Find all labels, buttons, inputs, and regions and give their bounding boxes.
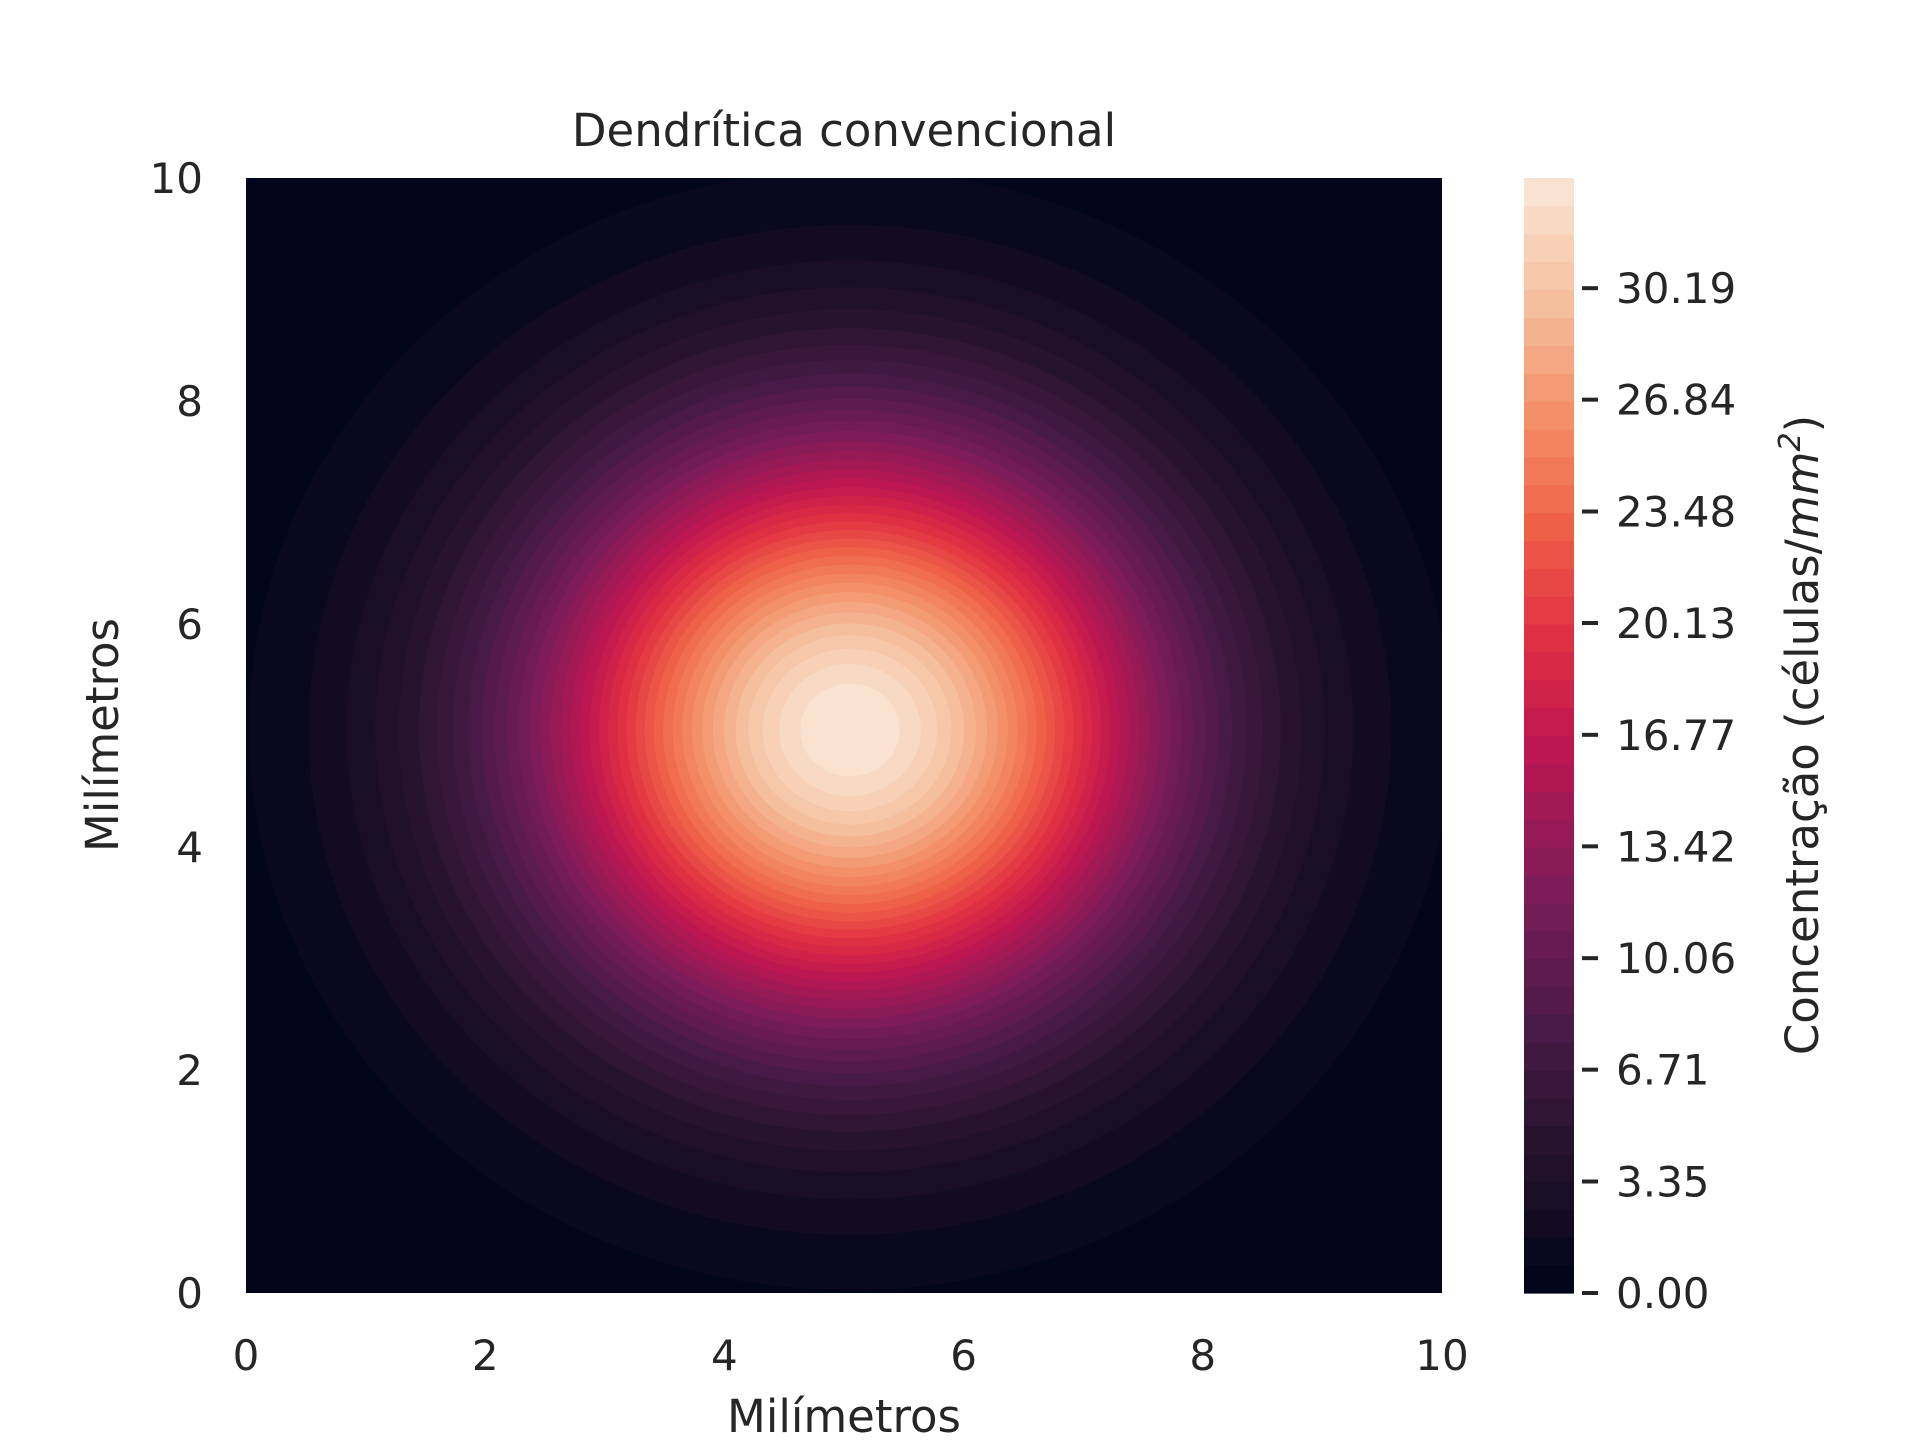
colorbar-band (1524, 1014, 1574, 1043)
y-tick-label: 6 (176, 600, 203, 649)
colorbar-band (1524, 345, 1574, 374)
colorbar-band (1524, 958, 1574, 987)
x-tick-label: 4 (711, 1331, 738, 1380)
colorbar-band (1524, 930, 1574, 960)
plot-area (246, 178, 1442, 1293)
colorbar-tick-label: 30.19 (1616, 264, 1736, 313)
colorbar-band (1524, 178, 1574, 207)
colorbar-band (1524, 428, 1574, 458)
colorbar-band (1524, 707, 1574, 737)
colorbar-band (1524, 456, 1574, 486)
colorbar-band (1524, 1181, 1574, 1210)
colorbar-band (1524, 1097, 1574, 1127)
x-tick-label: 8 (1189, 1331, 1216, 1380)
colorbar-band (1524, 373, 1574, 402)
colorbar-band (1524, 1209, 1574, 1238)
y-tick-label: 2 (176, 1046, 203, 1095)
colorbar-band (1524, 568, 1574, 597)
y-axis-ticks: 0 2 4 6 8 10 (150, 154, 203, 1318)
colorbar-band (1524, 819, 1574, 848)
colorbar-band (1524, 205, 1574, 235)
x-tick-label: 10 (1415, 1331, 1468, 1380)
colorbar-tick-label: 3.35 (1616, 1158, 1710, 1207)
colorbar-band (1524, 679, 1574, 709)
colorbar-band (1524, 401, 1574, 430)
colorbar-tick-label: 20.13 (1616, 599, 1736, 648)
colorbar-band (1524, 512, 1574, 541)
colorbar-band (1524, 651, 1574, 681)
colorbar-band (1524, 624, 1574, 653)
colorbar-ticks: 0.00 3.35 6.71 10.06 13.42 16.77 20.13 23.48 26.… (1582, 264, 1736, 1318)
colorbar-band (1524, 874, 1574, 904)
contour-bands (249, 178, 1442, 1291)
colorbar-tick-label: 23.48 (1616, 488, 1736, 537)
colorbar-tick-label: 13.42 (1616, 822, 1736, 871)
colorbar-band (1524, 847, 1574, 876)
colorbar-band (1524, 1153, 1574, 1183)
colorbar-band (1524, 1265, 1574, 1294)
colorbar-label-suffix: ) (1776, 415, 1829, 433)
colorbar-band (1524, 1125, 1574, 1155)
colorbar-band (1524, 484, 1574, 514)
colorbar-tick-label: 10.06 (1616, 934, 1736, 983)
colorbar-band (1524, 1070, 1574, 1099)
colorbar-tick-label: 16.77 (1616, 711, 1736, 760)
colorbar-band (1524, 763, 1574, 792)
colorbar-band (1524, 986, 1574, 1015)
colorbar-tick-label: 0.00 (1616, 1269, 1710, 1318)
colorbar-label-prefix: Concentração (células/ (1776, 538, 1829, 1055)
contour-band (800, 683, 900, 777)
colorbar-band (1524, 1042, 1574, 1071)
colorbar-tick-label: 26.84 (1616, 376, 1736, 425)
colorbar-band (1524, 289, 1574, 318)
y-tick-label: 0 (176, 1269, 203, 1318)
y-tick-label: 4 (176, 823, 203, 872)
x-tick-label: 6 (950, 1331, 977, 1380)
colorbar-band (1524, 596, 1574, 625)
colorbar-band (1524, 261, 1574, 291)
colorbar-label: Concentração (células/mm2) (1773, 415, 1829, 1055)
chart-title: Dendrítica convencional (572, 104, 1116, 157)
y-axis-label: Milímetros (76, 618, 129, 852)
colorbar-band (1524, 1237, 1574, 1266)
colorbar-band (1524, 233, 1574, 263)
colorbar-band (1524, 735, 1574, 764)
y-tick-label: 8 (176, 377, 203, 426)
x-tick-label: 2 (472, 1331, 499, 1380)
colorbar-band (1524, 791, 1574, 820)
colorbar-band (1524, 540, 1574, 569)
x-axis-label: Milímetros (727, 1390, 961, 1440)
colorbar-band (1524, 317, 1574, 346)
colorbar-band (1524, 902, 1574, 932)
colorbar-label-exponent: 2 (1773, 432, 1808, 451)
x-tick-label: 0 (233, 1331, 260, 1380)
x-axis-ticks: 0 2 4 6 8 10 (233, 1331, 1469, 1380)
y-tick-label: 10 (150, 154, 203, 203)
colorbar-label-unit: mm (1776, 452, 1829, 540)
colorbar-tick-label: 6.71 (1616, 1046, 1710, 1095)
colorbar (1524, 178, 1574, 1294)
